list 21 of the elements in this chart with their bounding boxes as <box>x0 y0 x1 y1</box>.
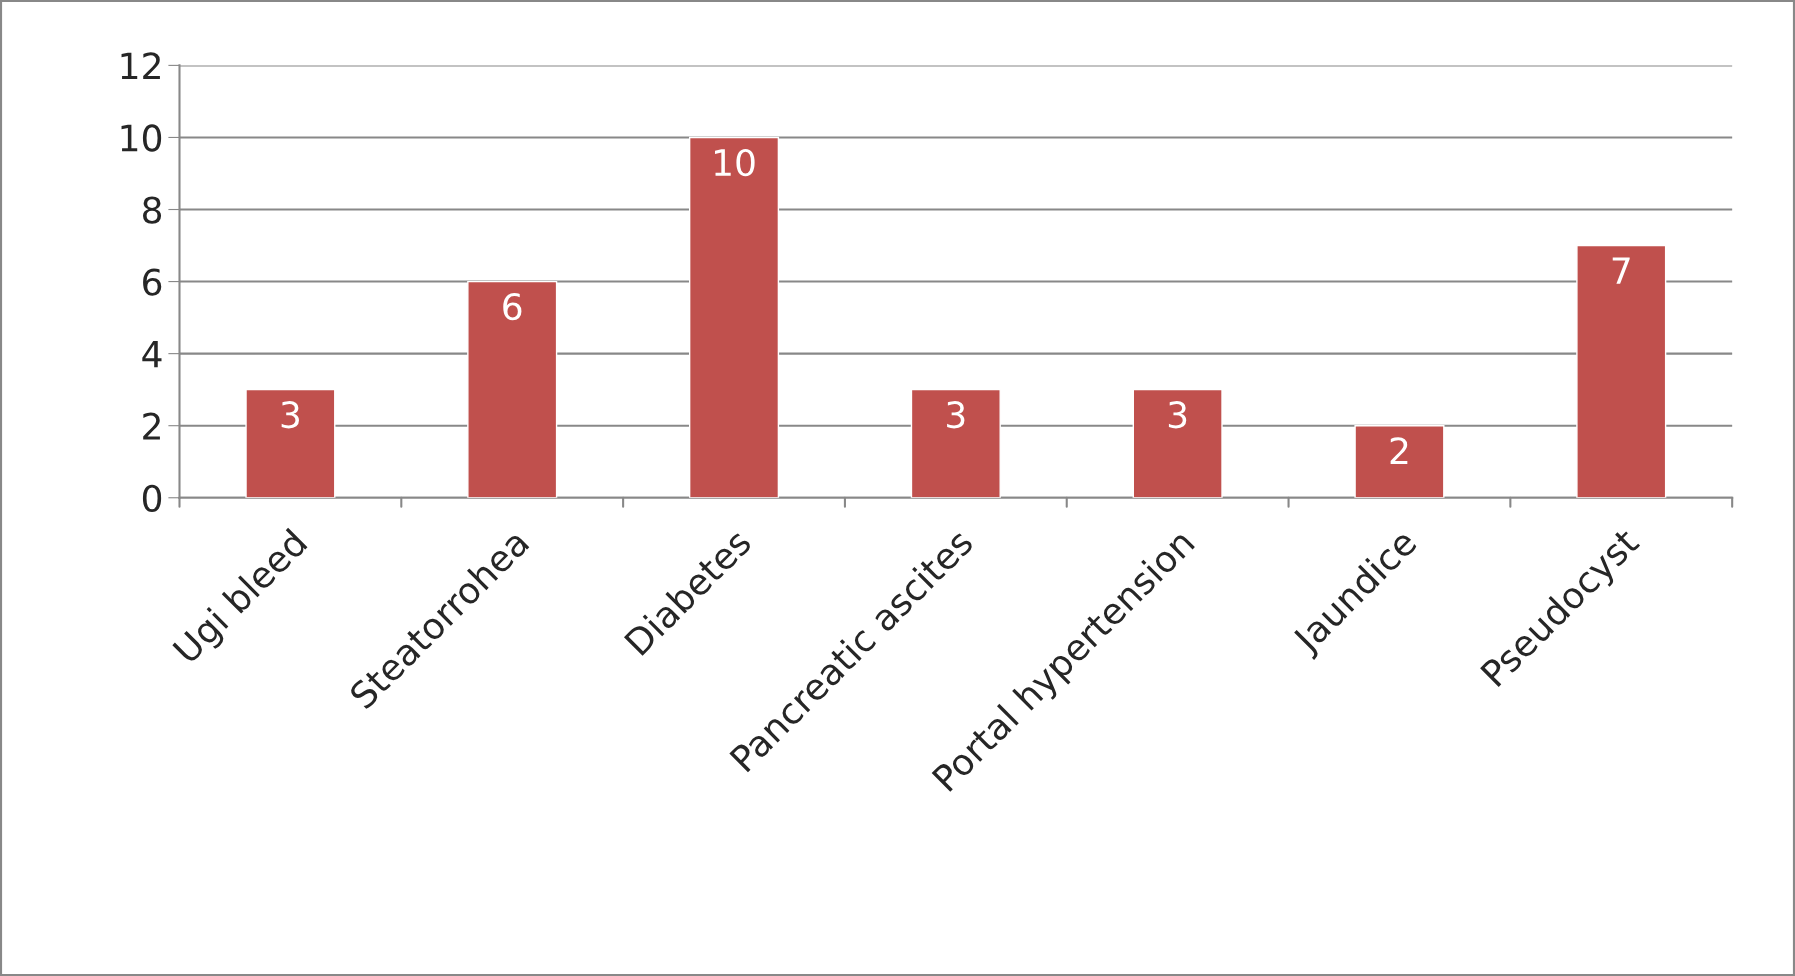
y-tick-label: 10 <box>121 124 162 152</box>
data-label: 7 <box>1612 257 1630 284</box>
bar <box>1576 244 1667 498</box>
data-label: 2 <box>1390 437 1408 464</box>
bar <box>910 388 1001 498</box>
bar <box>1354 425 1445 498</box>
bar <box>467 280 558 498</box>
y-tick-label: 8 <box>143 196 162 224</box>
data-label: 3 <box>947 401 965 429</box>
bar <box>245 388 336 498</box>
y-tick-label: 12 <box>121 52 160 80</box>
y-tick-label: 6 <box>143 268 162 296</box>
data-label: 10 <box>715 148 755 177</box>
y-tick-label: 0 <box>142 484 162 512</box>
y-tick-label: 2 <box>143 412 160 440</box>
bar <box>688 136 780 498</box>
data-label: 3 <box>281 401 299 429</box>
data-label: 6 <box>503 293 522 321</box>
y-tick-label: 4 <box>142 341 162 368</box>
bar <box>1132 388 1223 498</box>
data-label: 3 <box>1168 401 1187 429</box>
